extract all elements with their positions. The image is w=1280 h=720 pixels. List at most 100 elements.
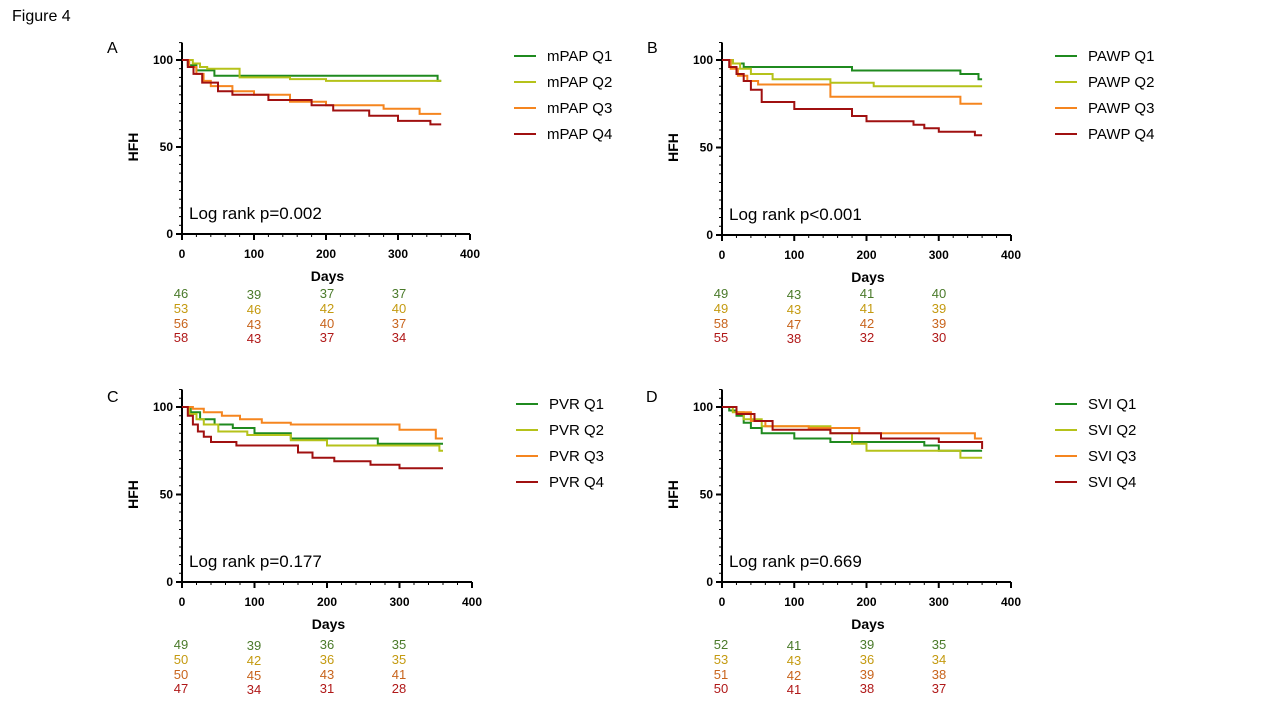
x-tick-label: 400 — [1001, 248, 1021, 262]
risk-table-cell: 43 — [320, 667, 334, 682]
risk-table-cell: 35 — [392, 637, 406, 652]
risk-table-cell: 41 — [787, 638, 801, 653]
risk-table-cell: 34 — [247, 682, 261, 697]
x-tick-label: 400 — [460, 247, 480, 261]
risk-table-cell: 37 — [392, 316, 406, 331]
y-axis-title: HFH — [125, 480, 141, 509]
km-curve-mpap-q2 — [182, 59, 442, 82]
x-tick-label: 0 — [719, 595, 726, 609]
risk-table-cell: 47 — [174, 681, 188, 696]
legend-label: mPAP Q1 — [547, 48, 612, 65]
risk-table-cell: 45 — [247, 668, 261, 683]
risk-table-cell: 49 — [714, 301, 728, 316]
risk-table-cell: 41 — [392, 667, 406, 682]
y-tick-label: 50 — [700, 141, 714, 155]
km-curve-pvr-q2 — [182, 406, 443, 452]
risk-table-cell: 39 — [247, 638, 261, 653]
y-tick-label: 50 — [700, 488, 714, 502]
risk-table-cell: 55 — [714, 330, 728, 345]
x-tick-label: 300 — [389, 595, 409, 609]
km-curve-pawp-q4 — [722, 59, 983, 137]
km-panel-b: B 0 50 100 0 100 200 300 400 Days HFH Log rank p<0.… — [647, 40, 1154, 346]
risk-table-cell: 56 — [174, 316, 188, 331]
risk-table-cell: 43 — [787, 287, 801, 302]
risk-table-cell: 39 — [860, 667, 874, 682]
risk-table-cell: 53 — [174, 301, 188, 316]
risk-table-cell: 40 — [320, 316, 334, 331]
legend-label: mPAP Q3 — [547, 100, 612, 117]
x-tick-label: 400 — [462, 595, 482, 609]
legend-label: PVR Q2 — [549, 422, 604, 439]
y-tick-label: 100 — [153, 53, 173, 67]
risk-table-cell: 50 — [174, 667, 188, 682]
risk-table-cell: 42 — [787, 668, 801, 683]
risk-table-cell: 37 — [392, 286, 406, 301]
km-curve-pvr-q1 — [182, 406, 443, 445]
risk-table-cell: 35 — [932, 637, 946, 652]
risk-table-cell: 37 — [320, 330, 334, 345]
km-curve-mpap-q4 — [182, 59, 442, 126]
y-axis-title: HFH — [665, 133, 681, 162]
legend-label: SVI Q3 — [1088, 448, 1136, 465]
x-tick-label: 400 — [1001, 595, 1021, 609]
risk-table-cell: 43 — [787, 302, 801, 317]
risk-table-cell: 41 — [860, 301, 874, 316]
panel-letter: C — [107, 389, 119, 406]
legend-label: PVR Q3 — [549, 448, 604, 465]
y-tick-label: 100 — [153, 400, 173, 414]
risk-table-cell: 43 — [247, 331, 261, 346]
risk-table-cell: 39 — [247, 287, 261, 302]
km-curve-mpap-q1 — [182, 59, 442, 82]
risk-table-cell: 49 — [714, 286, 728, 301]
y-tick-label: 50 — [160, 140, 174, 154]
risk-table-cell: 43 — [247, 317, 261, 332]
risk-table-cell: 52 — [714, 637, 728, 652]
risk-table-cell: 50 — [174, 652, 188, 667]
y-tick-label: 0 — [706, 228, 713, 242]
x-tick-label: 100 — [784, 595, 804, 609]
y-tick-label: 50 — [160, 488, 174, 502]
km-curve-pvr-q4 — [182, 406, 443, 470]
x-tick-label: 200 — [317, 595, 337, 609]
risk-table-cell: 34 — [932, 652, 946, 667]
legend-label: PAWP Q2 — [1088, 74, 1154, 91]
panel-letter: B — [647, 40, 658, 57]
risk-table-cell: 40 — [392, 301, 406, 316]
x-tick-label: 300 — [929, 248, 949, 262]
x-tick-label: 300 — [929, 595, 949, 609]
risk-table-cell: 43 — [787, 653, 801, 668]
x-tick-label: 200 — [856, 248, 876, 262]
risk-table-cell: 31 — [320, 681, 334, 696]
legend-label: PVR Q1 — [549, 396, 604, 413]
legend-label: mPAP Q4 — [547, 126, 612, 143]
risk-table-cell: 38 — [932, 667, 946, 682]
km-panel-a: A 0 50 100 0 100 200 300 400 Days HFH Log rank p=0.… — [107, 40, 612, 346]
risk-table-cell: 50 — [714, 681, 728, 696]
risk-table-cell: 39 — [860, 637, 874, 652]
y-tick-label: 0 — [166, 227, 173, 241]
risk-table-cell: 37 — [932, 681, 946, 696]
legend-label: PAWP Q3 — [1088, 100, 1154, 117]
risk-table-cell: 46 — [174, 286, 188, 301]
x-tick-label: 100 — [784, 248, 804, 262]
risk-table-cell: 28 — [392, 681, 406, 696]
x-axis-title: Days — [851, 616, 885, 632]
km-panel-d: D 0 50 100 0 100 200 300 400 Days HFH Log rank p=0.… — [646, 389, 1136, 697]
log-rank-annotation: Log rank p=0.002 — [189, 204, 322, 223]
risk-table-cell: 41 — [860, 286, 874, 301]
risk-table-cell: 46 — [247, 302, 261, 317]
risk-table-cell: 36 — [320, 652, 334, 667]
legend-label: mPAP Q2 — [547, 74, 612, 91]
legend-label: SVI Q1 — [1088, 396, 1136, 413]
x-axis-title: Days — [312, 616, 346, 632]
legend-label: PAWP Q4 — [1088, 126, 1154, 143]
risk-table-cell: 42 — [320, 301, 334, 316]
log-rank-annotation: Log rank p<0.001 — [729, 205, 862, 224]
km-curve-svi-q3 — [722, 406, 983, 440]
y-tick-label: 100 — [693, 53, 713, 67]
panel-letter: D — [646, 389, 658, 406]
log-rank-annotation: Log rank p=0.177 — [189, 552, 322, 571]
risk-table-cell: 34 — [392, 330, 406, 345]
risk-table-cell: 47 — [787, 317, 801, 332]
